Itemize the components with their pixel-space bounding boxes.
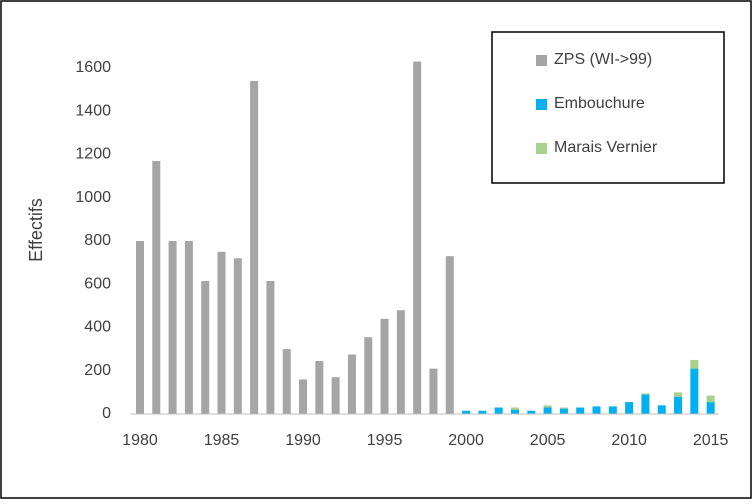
bar <box>510 409 519 414</box>
y-tick-label: 400 <box>84 319 111 336</box>
x-tick-label: 2010 <box>611 432 647 449</box>
bar <box>396 310 405 414</box>
bar <box>641 393 650 395</box>
bar <box>543 407 552 414</box>
bar <box>625 402 634 414</box>
bar <box>527 410 536 414</box>
bar <box>706 402 715 414</box>
legend-label: ZPS (WI->99) <box>554 51 652 68</box>
bar <box>201 281 210 414</box>
x-tick-label: 1980 <box>122 432 158 449</box>
x-tick-label: 2000 <box>448 432 484 449</box>
bar <box>315 361 324 414</box>
bar <box>592 406 601 414</box>
bar <box>250 80 259 414</box>
bar <box>282 349 291 414</box>
bar <box>299 379 308 414</box>
bar <box>266 281 275 414</box>
bar <box>674 392 683 397</box>
bar <box>543 405 552 408</box>
bar <box>641 394 650 414</box>
legend-swatch <box>536 99 547 110</box>
bar <box>152 161 161 414</box>
y-tick-label: 0 <box>102 405 111 422</box>
bar <box>429 368 438 414</box>
bar <box>168 241 177 414</box>
bar <box>135 241 144 414</box>
y-tick-label: 1400 <box>75 102 111 119</box>
bar <box>608 406 617 414</box>
bar <box>445 256 454 414</box>
x-tick-label: 1990 <box>285 432 321 449</box>
bar <box>184 241 193 414</box>
bar <box>576 407 585 414</box>
bar <box>364 337 373 414</box>
y-tick-label: 200 <box>84 362 111 379</box>
legend-label: Marais Vernier <box>554 139 658 156</box>
y-tick-label: 1000 <box>75 189 111 206</box>
y-tick-label: 600 <box>84 275 111 292</box>
bar <box>331 377 340 414</box>
bar <box>510 407 519 410</box>
bar <box>233 258 242 414</box>
bar <box>347 354 356 414</box>
bar <box>657 405 666 414</box>
x-tick-label: 1995 <box>367 432 403 449</box>
legend-label: Embouchure <box>554 95 645 112</box>
x-tick-label: 2015 <box>693 432 729 449</box>
x-tick-label: 2005 <box>530 432 566 449</box>
bar <box>690 368 699 414</box>
bar <box>706 395 715 403</box>
bar <box>217 251 226 414</box>
y-tick-label: 1600 <box>75 59 111 76</box>
bar <box>380 318 389 414</box>
bar <box>413 61 422 415</box>
bar <box>690 359 699 369</box>
bar <box>494 407 503 414</box>
legend-swatch <box>536 55 547 66</box>
x-tick-label: 1985 <box>204 432 240 449</box>
bar <box>478 410 487 414</box>
y-tick-label: 1200 <box>75 146 111 163</box>
bar <box>559 407 568 409</box>
legend-box <box>491 31 725 184</box>
y-tick-label: 800 <box>84 232 111 249</box>
y-axis-label: Effectifs <box>26 198 46 262</box>
bar <box>559 408 568 414</box>
legend-swatch <box>536 143 547 154</box>
bar <box>674 396 683 414</box>
bar <box>462 410 471 414</box>
